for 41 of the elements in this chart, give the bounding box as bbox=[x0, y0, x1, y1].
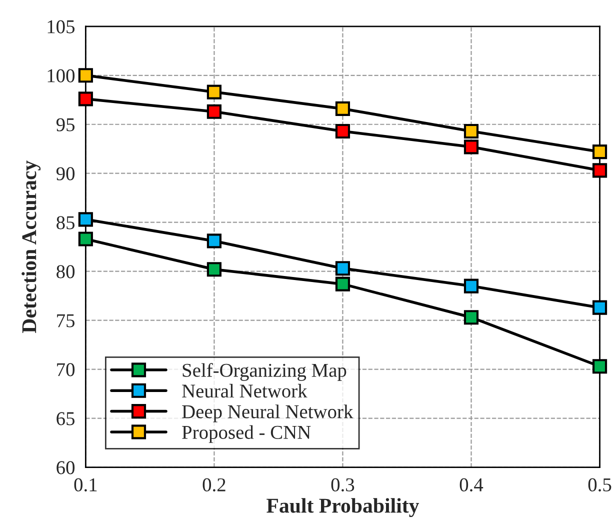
point bbox=[206, 234, 222, 248]
y-tick-label: 85 bbox=[56, 216, 75, 230]
y-tick-label: 90 bbox=[56, 167, 75, 180]
point bbox=[206, 84, 222, 100]
legend-label: Deep Neural Network bbox=[182, 404, 354, 422]
point bbox=[78, 92, 93, 106]
point bbox=[78, 212, 93, 227]
legend-label: Self-Organizing Map bbox=[182, 363, 346, 381]
x-tick-label: 0.4 bbox=[460, 478, 484, 492]
point bbox=[592, 359, 608, 374]
legend-label: Proposed - CNN bbox=[182, 425, 311, 443]
y-tick-label: 60 bbox=[56, 461, 75, 474]
point bbox=[464, 278, 479, 294]
point bbox=[592, 144, 608, 160]
point bbox=[592, 300, 608, 315]
point bbox=[78, 68, 93, 83]
legend-label: Neural Network bbox=[182, 384, 308, 398]
point bbox=[335, 261, 350, 276]
point bbox=[206, 104, 222, 119]
point bbox=[78, 232, 93, 246]
y-tick-label: 100 bbox=[48, 69, 75, 82]
y-tick-label: 95 bbox=[56, 118, 75, 132]
y-tick-label: 105 bbox=[48, 20, 75, 34]
point bbox=[592, 163, 608, 178]
point bbox=[464, 140, 479, 154]
y-axis-title: Detection Accuracy bbox=[22, 160, 41, 333]
x-tick-label: 0.5 bbox=[588, 478, 612, 492]
point bbox=[464, 124, 479, 139]
point bbox=[335, 276, 350, 292]
x-tick-label: 0.3 bbox=[331, 478, 354, 492]
point bbox=[206, 262, 222, 277]
x-tick-label: 0.2 bbox=[202, 478, 226, 492]
x-axis-title: Fault Probability bbox=[266, 498, 420, 518]
point bbox=[335, 124, 350, 139]
y-tick-label: 65 bbox=[56, 412, 75, 426]
y-tick-label: 75 bbox=[57, 314, 75, 328]
y-tick-label: 80 bbox=[56, 265, 75, 278]
y-tick-label: 70 bbox=[57, 363, 75, 376]
point bbox=[335, 101, 350, 116]
x-tick-label: 0.1 bbox=[74, 478, 97, 492]
point bbox=[464, 310, 479, 325]
